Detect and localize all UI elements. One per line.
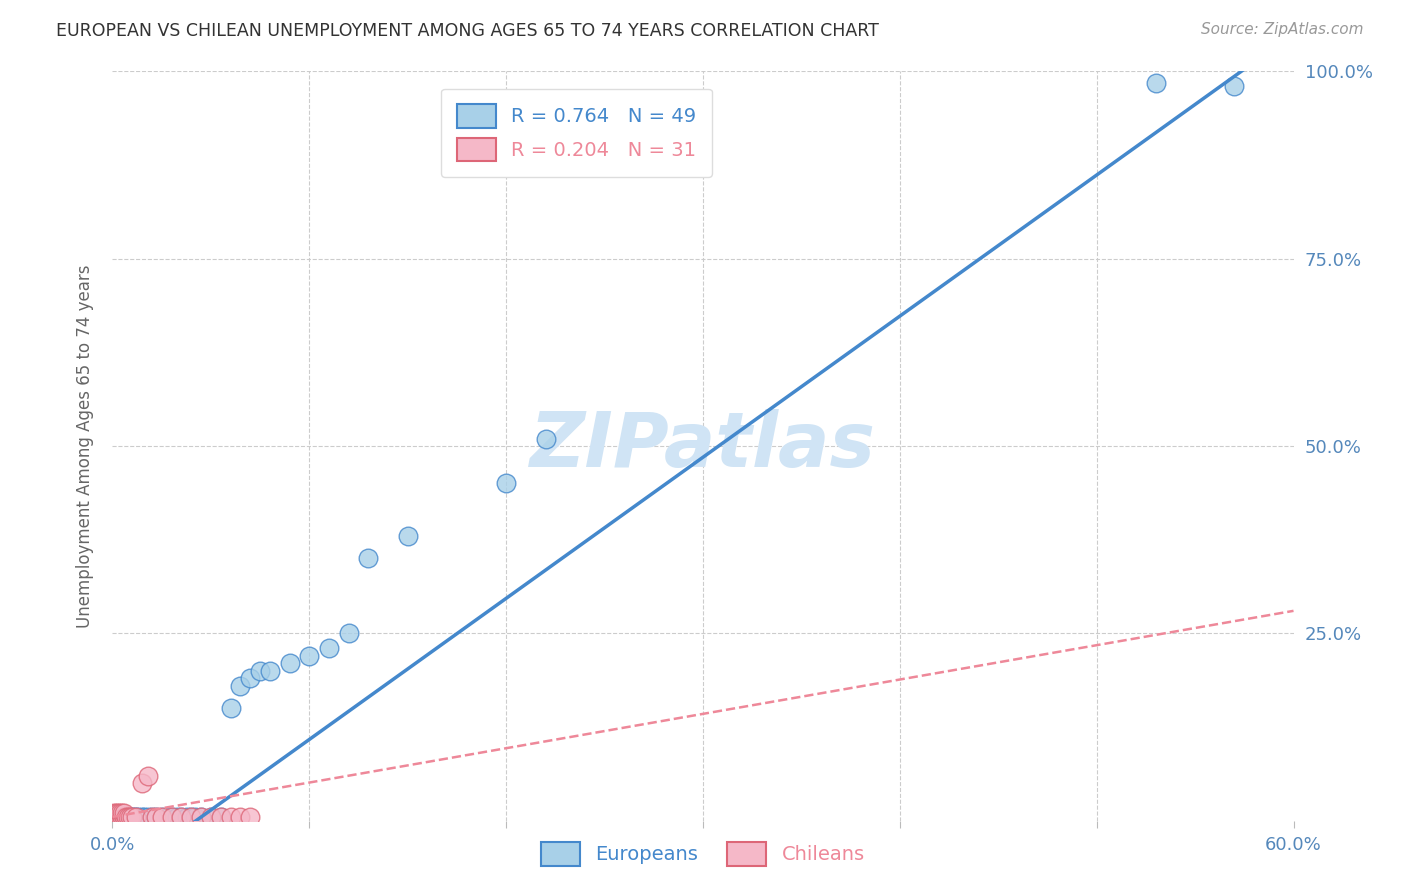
Point <box>184 810 207 824</box>
Point <box>141 810 163 824</box>
Point <box>115 810 138 824</box>
Point <box>112 806 135 821</box>
Point <box>200 810 222 824</box>
Text: ZIPatlas: ZIPatlas <box>530 409 876 483</box>
Point <box>107 810 129 824</box>
Point <box>131 810 153 824</box>
Y-axis label: Unemployment Among Ages 65 to 74 years: Unemployment Among Ages 65 to 74 years <box>76 264 94 628</box>
Point <box>112 810 135 824</box>
Point <box>111 810 134 824</box>
Point <box>160 810 183 824</box>
Point <box>131 776 153 790</box>
Point <box>239 810 262 824</box>
Point <box>534 432 557 446</box>
Point <box>141 810 163 824</box>
Point <box>110 810 132 824</box>
Point <box>396 529 419 543</box>
Point <box>127 810 149 824</box>
Point <box>105 810 128 824</box>
Legend: Europeans, Chileans: Europeans, Chileans <box>533 834 873 873</box>
Point <box>110 810 132 824</box>
Point <box>176 810 198 824</box>
Point <box>170 810 193 824</box>
Point <box>298 648 321 663</box>
Point <box>110 810 132 824</box>
Point <box>229 810 252 824</box>
Point <box>107 810 129 824</box>
Point <box>219 810 242 824</box>
Point <box>105 810 128 824</box>
Point <box>112 810 135 824</box>
Point <box>156 810 179 824</box>
Point <box>117 810 139 824</box>
Point <box>103 810 125 824</box>
Point <box>105 806 128 821</box>
Point <box>110 806 132 821</box>
Text: EUROPEAN VS CHILEAN UNEMPLOYMENT AMONG AGES 65 TO 74 YEARS CORRELATION CHART: EUROPEAN VS CHILEAN UNEMPLOYMENT AMONG A… <box>56 22 879 40</box>
Point <box>200 810 222 824</box>
Point <box>107 810 129 824</box>
Point <box>219 701 242 715</box>
Point <box>229 679 252 693</box>
Point <box>111 810 134 824</box>
Point <box>125 810 148 824</box>
Point <box>150 810 173 824</box>
Point <box>1223 79 1246 94</box>
Point <box>103 806 125 821</box>
Point <box>249 664 271 678</box>
Point <box>136 810 159 824</box>
Point <box>112 810 135 824</box>
Point <box>180 810 202 824</box>
Point <box>1144 76 1167 90</box>
Point <box>337 626 360 640</box>
Point <box>145 810 167 824</box>
Point <box>190 810 212 824</box>
Point <box>121 810 143 824</box>
Point <box>115 810 138 824</box>
Point <box>209 810 232 824</box>
Point <box>122 810 145 824</box>
Point <box>166 810 188 824</box>
Point <box>132 810 155 824</box>
Point <box>239 671 262 685</box>
Point <box>107 806 129 821</box>
Point <box>495 476 517 491</box>
Point <box>278 657 301 671</box>
Point <box>111 810 134 824</box>
Point <box>105 810 128 824</box>
Point <box>145 810 167 824</box>
Point <box>125 810 148 824</box>
Point <box>111 806 134 821</box>
Point <box>120 810 142 824</box>
Point <box>190 810 212 824</box>
Point <box>103 810 125 824</box>
Point <box>170 810 193 824</box>
Point <box>150 810 173 824</box>
Point <box>121 810 143 824</box>
Point <box>180 810 202 824</box>
Legend: R = 0.764   N = 49, R = 0.204   N = 31: R = 0.764 N = 49, R = 0.204 N = 31 <box>441 88 711 177</box>
Point <box>160 810 183 824</box>
Point <box>357 551 380 566</box>
Point <box>259 664 281 678</box>
Point <box>117 810 139 824</box>
Point <box>136 769 159 783</box>
Text: Source: ZipAtlas.com: Source: ZipAtlas.com <box>1201 22 1364 37</box>
Point <box>120 810 142 824</box>
Point <box>318 641 340 656</box>
Point <box>209 810 232 824</box>
